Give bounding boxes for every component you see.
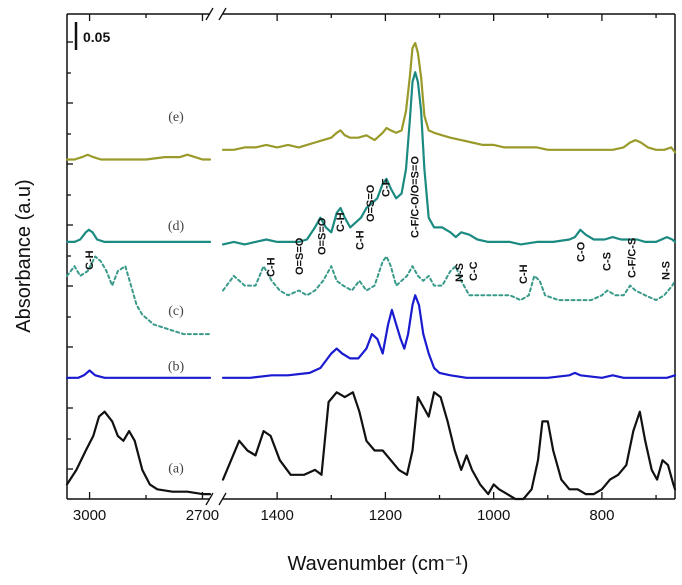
x-axis-label: Wavenumber (cm⁻¹) [288,553,469,575]
curve-label: (c) [168,304,184,319]
peak-label: C-F/C-S [627,238,639,278]
series-line-d-seg2 [221,71,677,246]
x-tick-label: 2700 [186,507,219,524]
curve-label: (d) [168,219,185,234]
curve-label: (b) [168,360,185,375]
x-tick-label: 1000 [477,507,510,524]
series-group [65,42,677,501]
peak-label: C-C [468,261,480,281]
peak-label: C-H [266,257,278,277]
peak-label: C-H [518,264,530,284]
series-line-d-seg1 [65,228,212,243]
peak-label: O=S=O [365,184,377,222]
x-tick-label: 1200 [369,507,402,524]
plot-frame [66,13,676,500]
peak-label: N-S [660,261,672,280]
axis-break-top [205,7,227,21]
series-line-c-seg2 [222,255,676,302]
peak-label: C-O [575,241,587,262]
axis-break-bottom [205,492,227,506]
peak-label: O=S=O [317,217,329,255]
x-tick-label: 1400 [260,507,293,524]
peak-label: C-H [354,230,366,250]
peak-label: O=S=O [294,237,306,275]
series-line-c-seg1 [66,255,211,336]
scale-bar-label: 0.05 [83,29,110,45]
y-ticks [67,41,73,470]
peak-label: C-H [335,212,347,232]
series-line-e-seg2 [221,42,677,154]
x-tick-label: 800 [589,507,614,524]
curve-label: (e) [168,110,184,125]
series-line-e-seg1 [65,153,212,161]
annotation-group: (e) (d) (c) (b) (a) C-H C-H O=S=O O=S=O C-H C-H O=S… [84,110,672,477]
series-line-b-seg1 [65,369,212,379]
peak-label: C-F [380,178,392,197]
curve-label: (a) [168,461,184,476]
peak-label: C-H [84,250,96,270]
series-line-a-seg1 [65,410,212,496]
peak-label: N-S [454,263,466,282]
peak-label: C-S [601,252,613,271]
peak-label: C-F/C-O/O=S=O [410,156,422,238]
x-ticks: 3000 2700 1400 1200 1000 800 [73,14,657,524]
y-axis-label: Absorbance (a.u) [13,179,35,332]
scale-bar: 0.05 [74,22,110,50]
x-tick-label: 3000 [73,507,106,524]
series-line-a-seg2 [221,391,677,501]
series-line-b-seg2 [221,294,677,379]
